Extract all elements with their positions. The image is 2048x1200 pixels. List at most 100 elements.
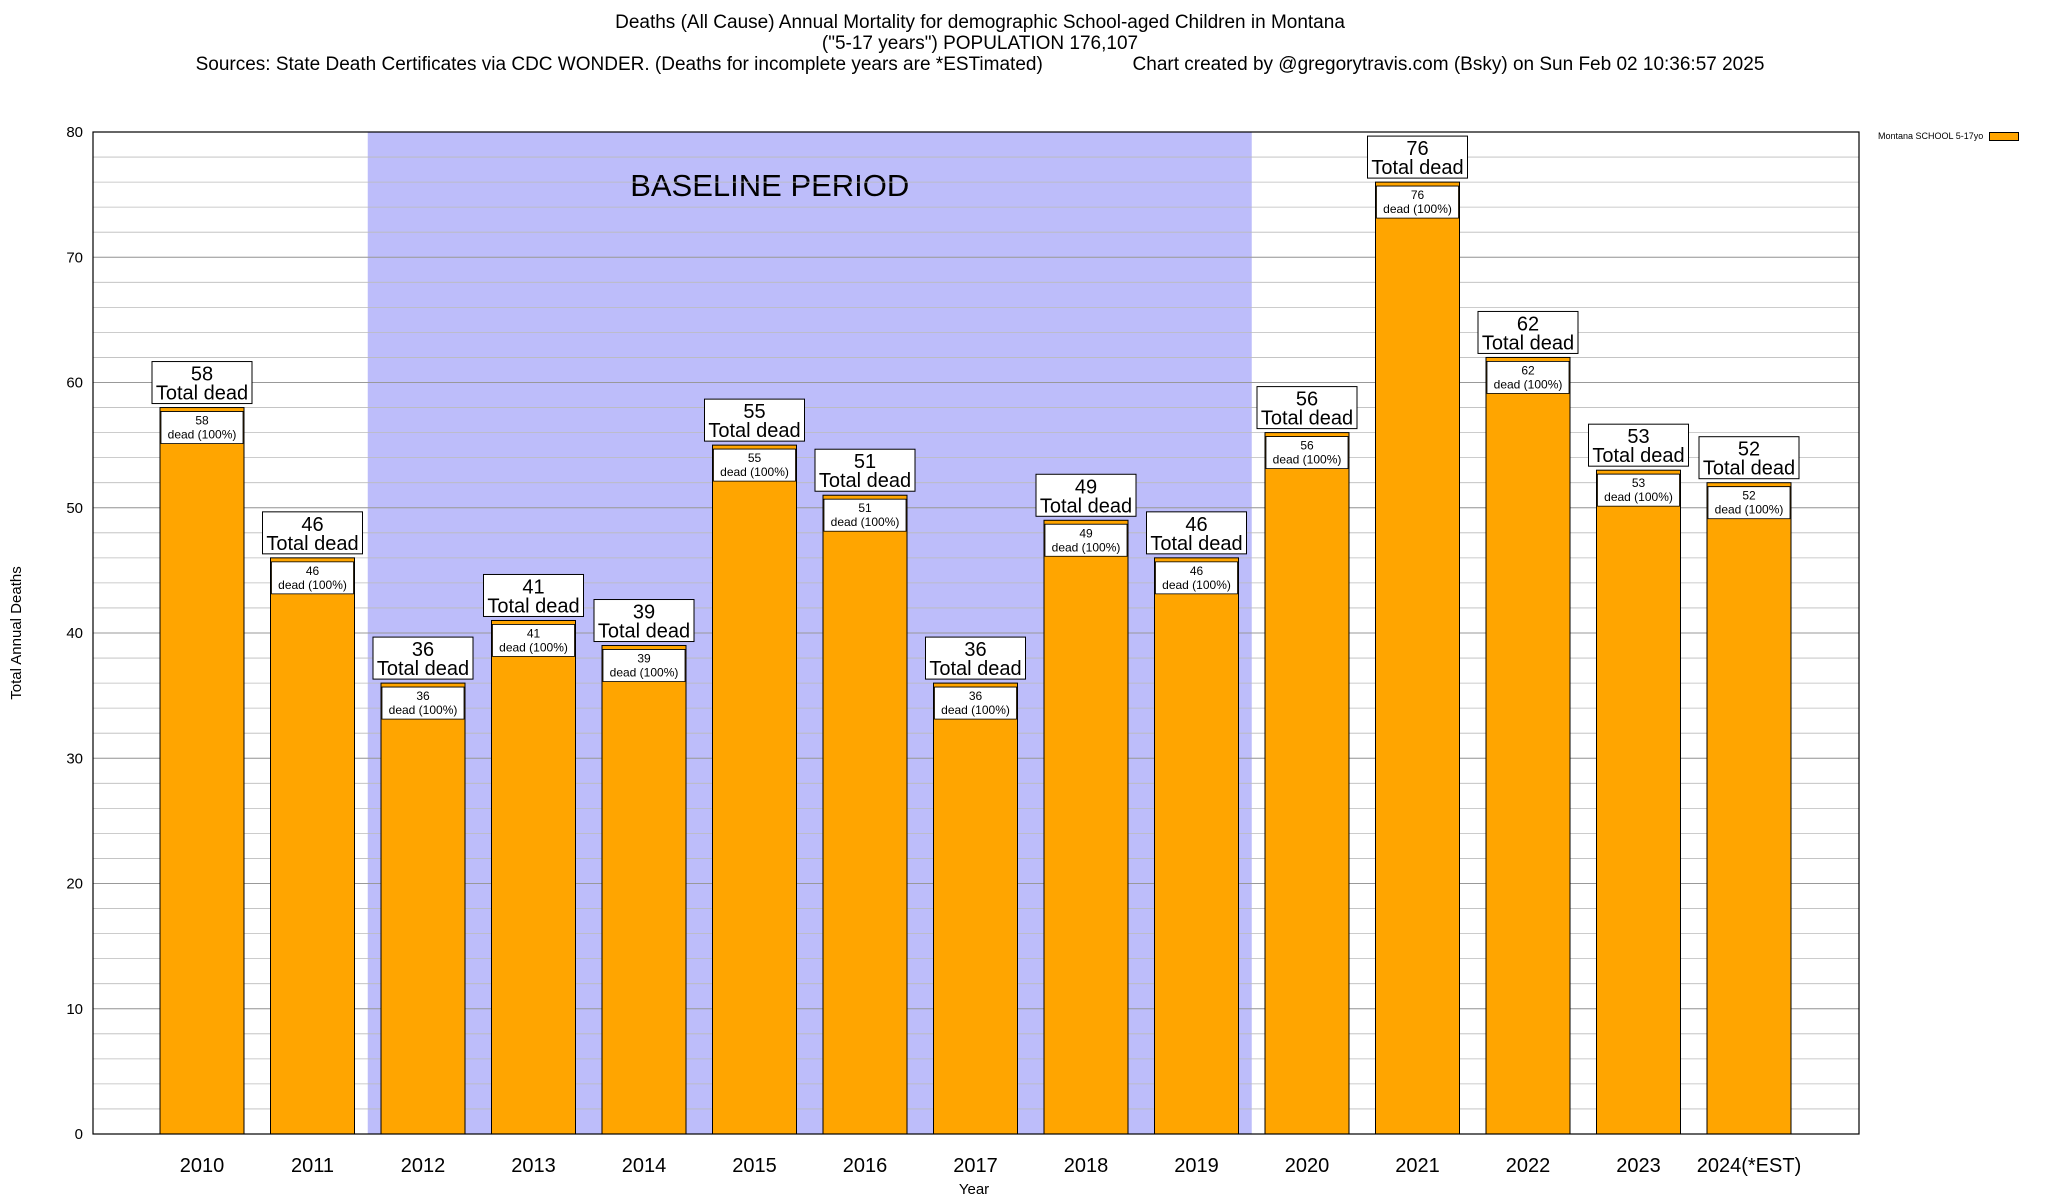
y-tick-label: 30 — [66, 750, 83, 767]
total-label-value: 62 — [1517, 313, 1539, 335]
inner-label-text: dead (100%) — [1715, 503, 1784, 517]
x-tick-label: 2012 — [401, 1155, 446, 1177]
y-tick-label: 70 — [66, 249, 83, 266]
bar-2020 — [1264, 432, 1350, 1135]
total-label-box — [1146, 511, 1247, 555]
x-tick-label: 2011 — [291, 1155, 334, 1177]
inner-label-box — [1155, 561, 1238, 595]
total-label-value: 49 — [1075, 476, 1097, 498]
bar-2022 — [1485, 356, 1571, 1135]
inner-label-value: 41 — [527, 626, 541, 640]
bar-2024(*EST) — [1706, 482, 1792, 1135]
total-label-box — [372, 636, 474, 680]
total-label-box — [593, 599, 695, 643]
x-tick-label: 2014 — [622, 1155, 667, 1177]
inner-label-box — [492, 624, 575, 657]
inner-label-text: dead (100%) — [278, 578, 347, 592]
inner-label-text: dead (100%) — [941, 703, 1010, 717]
total-label-text: Total dead — [266, 533, 358, 555]
total-label-text: Total dead — [377, 658, 469, 680]
total-label-box — [151, 361, 253, 405]
total-label-text: Total dead — [156, 383, 248, 405]
total-label-box — [1367, 135, 1468, 179]
total-label-value: 46 — [301, 514, 323, 536]
legend-label: Montana SCHOOL 5-17yo — [1878, 131, 1984, 141]
total-label-value: 51 — [854, 451, 876, 473]
inner-label-value: 46 — [306, 564, 320, 578]
y-axis-label: Total Annual Deaths — [8, 566, 25, 699]
inner-label-text: dead (100%) — [1162, 578, 1231, 592]
total-label-text: Total dead — [1150, 533, 1242, 555]
inner-label-value: 36 — [416, 689, 430, 703]
inner-label-text: dead (100%) — [1604, 490, 1673, 504]
inner-label-text: dead (100%) — [720, 465, 789, 479]
inner-label-box — [381, 686, 465, 720]
total-label-value: 41 — [522, 576, 544, 598]
total-label-value: 52 — [1738, 439, 1760, 461]
inner-label-value: 53 — [1632, 476, 1646, 490]
bar-2014 — [601, 645, 687, 1135]
total-label-text: Total dead — [1482, 332, 1574, 354]
inner-label-value: 76 — [1411, 188, 1425, 202]
x-tick-label: 2016 — [843, 1155, 888, 1177]
y-tick-label: 60 — [66, 375, 83, 392]
x-tick-label: 2022 — [1506, 1155, 1551, 1177]
bar-2016 — [822, 494, 908, 1135]
total-label-text: Total dead — [1703, 458, 1795, 480]
total-label-box — [1035, 473, 1137, 517]
inner-label-value: 58 — [195, 414, 209, 428]
inner-label-value: 55 — [748, 451, 762, 465]
baseline-period-label: BASELINE PERIOD — [630, 168, 909, 203]
total-label-value: 58 — [191, 364, 213, 386]
inner-label-value: 46 — [1190, 564, 1204, 578]
chart-credit-note: Chart created by @gregorytravis.com (Bsk… — [1132, 54, 1765, 75]
total-label-box — [925, 636, 1026, 680]
total-label-value: 36 — [964, 639, 986, 661]
total-label-value: 36 — [412, 639, 434, 661]
x-tick-label: 2021 — [1395, 1155, 1440, 1177]
inner-label-box — [934, 686, 1017, 720]
inner-label-box — [602, 649, 686, 682]
inner-label-box — [1044, 523, 1128, 557]
inner-label-value: 39 — [637, 652, 651, 666]
total-label-box — [1698, 436, 1800, 480]
legend: Montana SCHOOL 5-17yo — [1878, 131, 2020, 141]
inner-label-box — [160, 411, 244, 444]
bar-2015 — [712, 444, 797, 1135]
y-tick-label: 0 — [75, 1126, 83, 1143]
total-label-text: Total dead — [1592, 445, 1684, 467]
bar-2012 — [380, 682, 466, 1135]
inner-label-text: dead (100%) — [168, 428, 237, 442]
inner-label-text: dead (100%) — [499, 640, 568, 654]
inner-label-box — [823, 498, 907, 532]
total-label-value: 39 — [633, 602, 655, 624]
x-tick-label: 2020 — [1285, 1155, 1330, 1177]
total-label-value: 46 — [1185, 514, 1207, 536]
total-label-box — [1588, 423, 1689, 467]
total-label-box — [483, 573, 584, 617]
bar-2010 — [159, 407, 245, 1135]
total-label-text: Total dead — [708, 420, 800, 442]
x-tick-label: 2024(*EST) — [1697, 1155, 1802, 1177]
y-tick-label: 10 — [66, 1001, 83, 1018]
total-label-text: Total dead — [1371, 157, 1463, 179]
total-label-value: 76 — [1406, 138, 1428, 160]
inner-label-box — [1376, 185, 1459, 219]
total-label-box — [814, 448, 916, 492]
total-label-text: Total dead — [929, 658, 1021, 680]
chart-source-note: Sources: State Death Certificates via CD… — [195, 54, 1043, 75]
x-tick-label: 2018 — [1064, 1155, 1109, 1177]
total-label-value: 55 — [743, 401, 765, 423]
total-label-text: Total dead — [1040, 495, 1132, 517]
inner-label-text: dead (100%) — [1494, 377, 1563, 391]
x-tick-label: 2019 — [1174, 1155, 1219, 1177]
x-tick-label: 2013 — [511, 1155, 556, 1177]
total-label-text: Total dead — [598, 621, 690, 643]
x-tick-label: 2017 — [953, 1155, 998, 1177]
inner-label-text: dead (100%) — [389, 703, 458, 717]
x-tick-label: 2015 — [732, 1155, 777, 1177]
inner-label-box — [1265, 436, 1349, 470]
chart-title-line2: ("5-17 years") POPULATION 176,107 — [821, 33, 1139, 54]
inner-label-value: 62 — [1521, 363, 1535, 377]
